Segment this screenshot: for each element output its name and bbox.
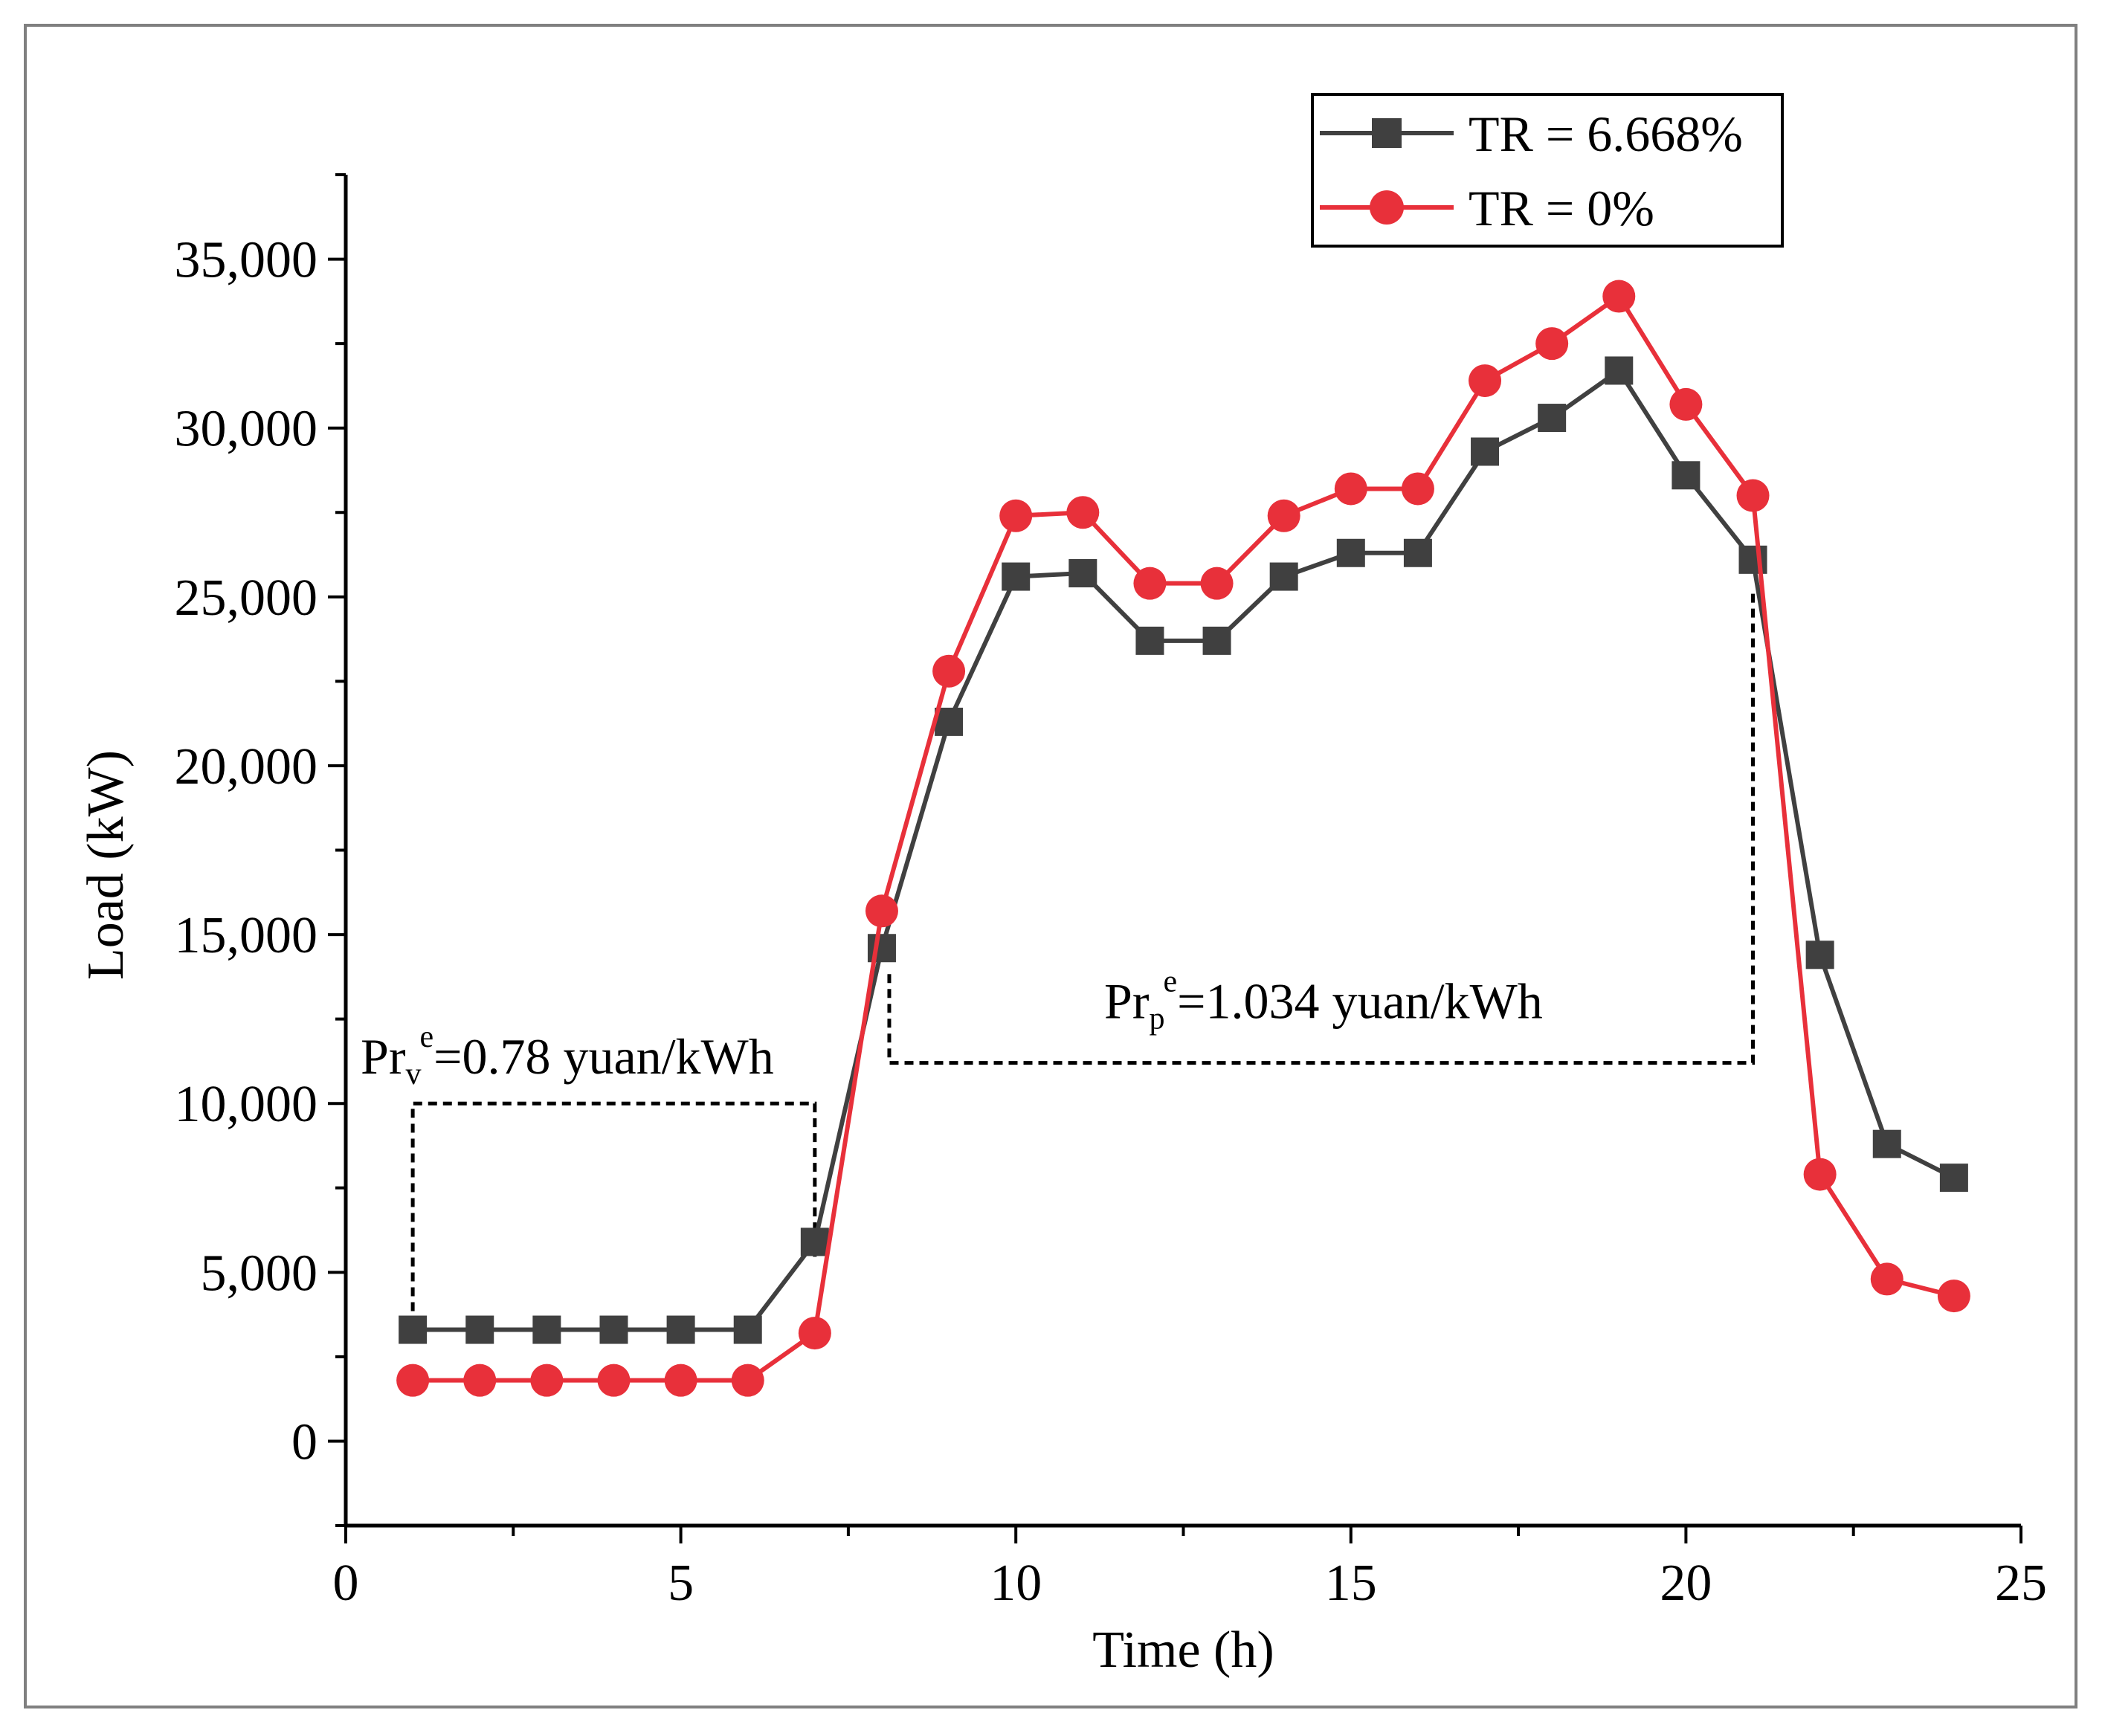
x-tick-label: 25 [1995,1555,2047,1612]
data-point [1805,940,1834,969]
data-point [731,1364,764,1397]
data-point [798,1317,831,1350]
data-point [1538,404,1567,433]
data-point [1669,387,1703,421]
y-tick-label: 15,000 [175,907,318,964]
data-point [396,1364,430,1397]
data-point [1535,327,1569,361]
data-point [597,1364,631,1397]
price-label: Prpe=1.034 yuan/kWh [1104,965,1543,1036]
data-point [399,1315,428,1344]
data-point [1738,545,1767,574]
series-layer [396,280,1970,1397]
price-bracket [410,1101,817,1311]
x-axis-title: Time (h) [1092,1622,1274,1679]
data-point [1870,1262,1903,1296]
data-point [1403,538,1432,567]
legend-marker [1370,190,1404,225]
y-axis-title: Load (kW) [77,750,135,980]
data-point [1334,472,1367,506]
y-tick-label: 5,000 [201,1245,318,1302]
data-point [532,1315,561,1344]
data-point [1401,472,1434,506]
y-tick-label: 10,000 [175,1076,318,1133]
price-annotations: Prve=0.78 yuan/kWh Prpe=1.034 yuan/kWh [361,589,1756,1311]
data-point [865,894,898,928]
data-point [1872,1129,1901,1158]
data-point [1469,364,1502,398]
legend-marker [1372,118,1402,148]
data-point [733,1315,762,1344]
x-tick-label: 5 [668,1555,694,1612]
data-point [932,654,966,688]
data-point [664,1364,697,1397]
axes: 0 5 10 15 20 25 0 5,000 10,000 15,000 20,000 25,000… [77,173,2047,1679]
data-point [1202,626,1231,655]
data-point [1736,479,1770,512]
price-bracket [887,589,1756,1065]
figure-frame [24,24,2077,1708]
price-label: Prve=0.78 yuan/kWh [361,1020,774,1091]
data-point [1200,567,1234,600]
y-tick-label: 20,000 [175,738,318,796]
data-point [1135,626,1164,655]
data-point [599,1315,628,1344]
x-tick-label: 20 [1660,1555,1712,1612]
series-tr-6-668 [399,356,1968,1344]
series-line [413,294,1955,1383]
data-point [1002,562,1031,591]
data-point [1672,461,1701,490]
y-tick-label: 35,000 [175,232,318,289]
data-point [1471,437,1500,466]
data-point [1937,1280,1970,1313]
data-point [1068,559,1097,588]
x-tick-label: 15 [1325,1555,1377,1612]
data-point [666,1315,695,1344]
series-tr-0 [396,280,1970,1397]
data-point [1939,1164,1968,1193]
data-point [1605,356,1634,385]
data-point [800,1227,829,1256]
data-point [1803,1158,1837,1191]
data-point [1269,562,1298,591]
series-line [413,368,1956,1332]
data-point [1336,538,1365,567]
legend-label: TR = 6.668% [1469,106,1743,162]
data-point [1133,567,1167,600]
data-point [465,1315,494,1344]
data-point [1602,280,1636,313]
legend: TR = 6.668% TR = 0% [1311,93,1784,248]
data-point [463,1364,497,1397]
y-tick-label: 25,000 [175,569,318,627]
y-tick-label: 0 [291,1413,317,1471]
data-point [1066,496,1100,529]
legend-label: TR = 0% [1469,180,1654,236]
data-point [867,934,896,963]
x-tick-label: 10 [990,1555,1042,1612]
data-point [999,499,1033,532]
y-tick-label: 30,000 [175,401,318,458]
data-point [1267,499,1300,532]
data-point [530,1364,564,1397]
x-tick-label: 0 [333,1555,359,1612]
